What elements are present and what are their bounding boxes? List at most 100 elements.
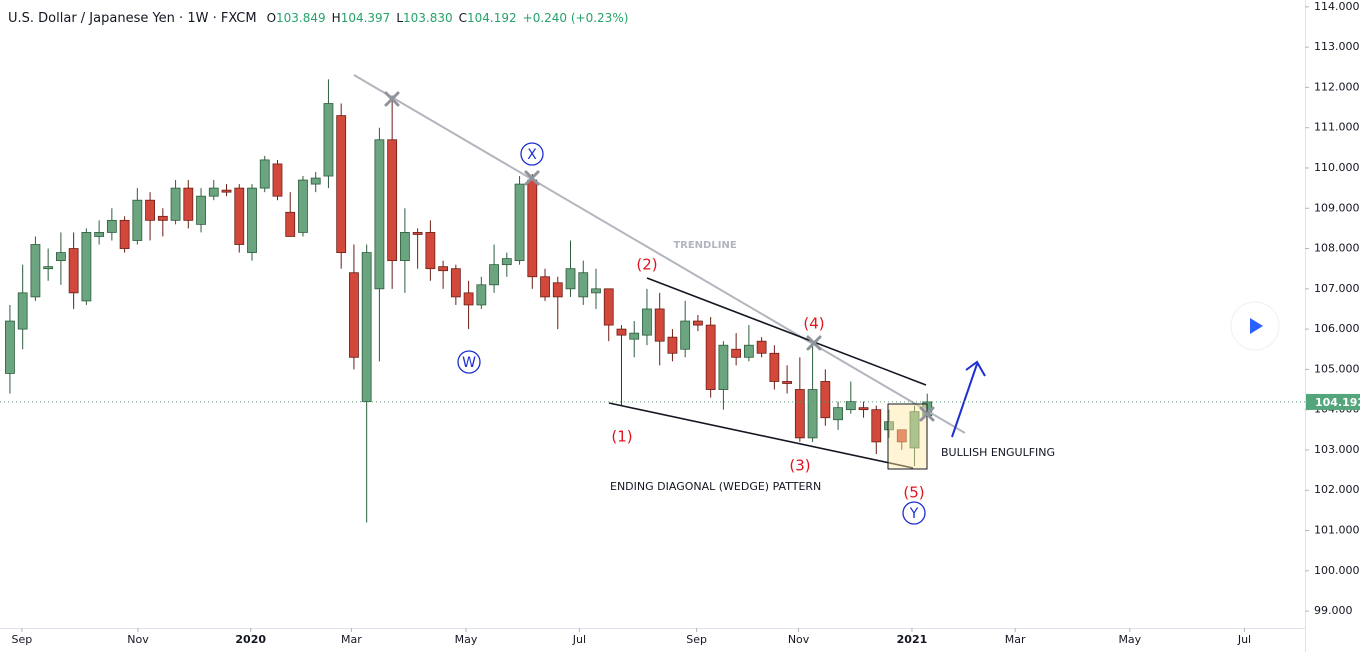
candle-body bbox=[285, 211, 296, 237]
ohlc-key: H bbox=[332, 11, 341, 25]
y-tick-label: 114.000 bbox=[1314, 0, 1360, 13]
engulfing-label: BULLISH ENGULFING bbox=[941, 446, 1055, 459]
ohlc-value: 104.192 bbox=[467, 11, 517, 25]
candle-body bbox=[17, 292, 28, 330]
y-tick-label: 112.000 bbox=[1314, 80, 1360, 93]
wave-label: W bbox=[462, 355, 476, 371]
ohlc-value: 103.849 bbox=[276, 11, 326, 25]
candle-body bbox=[693, 320, 703, 326]
candle-body bbox=[323, 103, 334, 177]
candle-body bbox=[145, 199, 155, 221]
candle-body bbox=[743, 344, 754, 358]
candle-body bbox=[476, 284, 487, 306]
x-tick-label: Sep bbox=[686, 633, 707, 646]
candle-body bbox=[30, 244, 41, 298]
ohlc-key: O bbox=[267, 11, 276, 25]
play-button[interactable] bbox=[1230, 301, 1280, 351]
candle-body bbox=[259, 159, 270, 189]
candle-body bbox=[106, 219, 117, 233]
up-arrow bbox=[951, 360, 986, 438]
engulfing-box bbox=[887, 403, 928, 470]
wave-circle bbox=[457, 350, 481, 374]
candle-body bbox=[782, 381, 793, 384]
candle-body bbox=[794, 389, 805, 439]
candle-body bbox=[450, 268, 461, 298]
chart-title: U.S. Dollar / Japanese Yen · 1W · FXCM bbox=[8, 11, 257, 26]
candle-body bbox=[43, 266, 54, 270]
candle-body bbox=[705, 324, 716, 390]
wave-circle bbox=[902, 501, 926, 525]
arrow-head bbox=[965, 360, 986, 377]
candle-body bbox=[132, 199, 143, 241]
candle-body bbox=[629, 332, 640, 340]
y-tick-label: 102.000 bbox=[1314, 483, 1360, 496]
candle-body bbox=[896, 429, 907, 443]
wave-label: X bbox=[527, 147, 537, 163]
candle-body bbox=[884, 421, 894, 431]
chart-header: U.S. Dollar / Japanese Yen · 1W · FXCM O1… bbox=[8, 11, 628, 26]
x-tick-label: 2021 bbox=[897, 633, 928, 646]
change-value: +0.240 (+0.23%) bbox=[523, 11, 629, 25]
candle-body bbox=[157, 215, 168, 221]
candle-body bbox=[871, 409, 882, 443]
candle-body bbox=[667, 336, 678, 354]
candle-body bbox=[170, 187, 181, 221]
x-tick-label: Jul bbox=[1237, 633, 1251, 646]
candle-body bbox=[374, 139, 385, 290]
y-tick-label: 110.000 bbox=[1314, 161, 1360, 174]
candle-body bbox=[94, 232, 105, 237]
candle-body bbox=[463, 292, 474, 306]
candle-body bbox=[247, 187, 257, 253]
play-icon[interactable] bbox=[1250, 318, 1263, 334]
candle-body bbox=[55, 252, 66, 262]
candle-body bbox=[298, 179, 308, 233]
y-tick-label: 103.000 bbox=[1314, 443, 1360, 456]
candles bbox=[5, 79, 933, 523]
y-tick-label: 101.000 bbox=[1314, 524, 1360, 537]
wave-label: (5) bbox=[903, 484, 924, 502]
candle-body bbox=[221, 189, 232, 193]
x-tick-label: May bbox=[1118, 633, 1141, 646]
candle-body bbox=[349, 272, 359, 358]
candle-body bbox=[680, 320, 691, 350]
wave-label: (1) bbox=[611, 428, 632, 446]
wave-circle bbox=[520, 142, 544, 166]
y-tick-label: 99.000 bbox=[1314, 604, 1353, 617]
candle-body bbox=[412, 232, 423, 235]
y-tick-label: 107.000 bbox=[1314, 282, 1360, 295]
touch-mark bbox=[919, 406, 935, 422]
candle-body bbox=[654, 308, 665, 342]
touch-mark bbox=[806, 335, 822, 351]
ohlc-key: C bbox=[459, 11, 467, 25]
y-tick-label: 105.000 bbox=[1314, 362, 1360, 375]
y-tick-label: 108.000 bbox=[1314, 242, 1360, 255]
x-tick-label: May bbox=[455, 633, 478, 646]
x-tick-label: Sep bbox=[12, 633, 33, 646]
candle-body bbox=[540, 276, 550, 298]
x-tick-label: Nov bbox=[788, 633, 810, 646]
candle-body bbox=[5, 320, 15, 374]
candle-body bbox=[527, 179, 538, 278]
candle-body bbox=[501, 258, 512, 266]
candle-body bbox=[489, 264, 499, 286]
candle-body bbox=[68, 248, 79, 294]
candle-body bbox=[591, 288, 601, 294]
candle-body bbox=[119, 219, 130, 249]
ohlc-value: 104.397 bbox=[341, 11, 391, 25]
y-tick-label: 111.000 bbox=[1314, 121, 1360, 134]
candle-body bbox=[616, 328, 627, 336]
candle-body bbox=[514, 183, 525, 262]
drawings: W X Y (1) (2) (3) (4) (5) TRENDLINE ENDI… bbox=[353, 74, 1055, 525]
candle-body bbox=[845, 401, 856, 411]
candle-body bbox=[81, 232, 92, 302]
last-price-label: 104.192 bbox=[1315, 396, 1362, 409]
x-tick-label: Nov bbox=[127, 633, 149, 646]
y-tick-label: 100.000 bbox=[1314, 564, 1360, 577]
candle-body bbox=[603, 288, 614, 326]
y-tick-label: 106.000 bbox=[1314, 322, 1360, 335]
candle-body bbox=[565, 268, 576, 290]
y-tick-label: 109.000 bbox=[1314, 201, 1360, 214]
touch-mark bbox=[524, 170, 540, 186]
last-price-box bbox=[1306, 393, 1360, 410]
